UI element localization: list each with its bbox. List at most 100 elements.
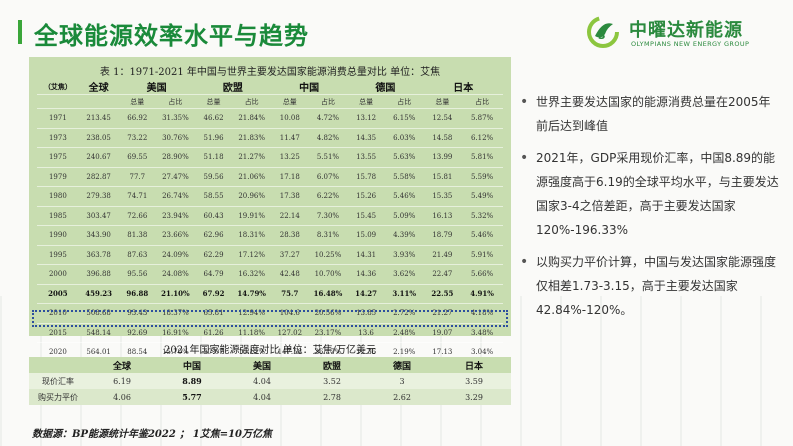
value-cell: 13.85 — [347, 303, 385, 324]
value-cell: 14.36 — [347, 264, 385, 285]
unit-header: （艾焦） — [37, 79, 79, 95]
value-cell: 4.72% — [308, 108, 348, 129]
value-cell: 24.09% — [156, 245, 195, 265]
value-cell: 65.81 — [194, 303, 233, 324]
value-cell: 6.22% — [308, 186, 348, 207]
sub-header: 占比 — [384, 94, 424, 109]
value-cell: 21.84% — [232, 108, 272, 129]
value-cell: 12.54 — [423, 108, 462, 129]
value-cell: 16.32% — [232, 264, 272, 285]
value-cell: 4.91% — [461, 284, 503, 304]
value-cell: 92.69 — [118, 323, 157, 343]
title-accent-bar — [18, 20, 22, 44]
value-cell: 19.07 — [423, 323, 462, 343]
energy-intensity-table: 全球 中国 美国 欧盟 德国 日本 现价汇率 6.19 8.89 4.04 3.52 3 3.59 购买… — [29, 357, 511, 405]
value-cell: 87.63 — [118, 245, 157, 265]
value-cell: 303.47 — [78, 206, 119, 226]
value-cell: 13.6 — [347, 323, 385, 343]
value-cell: 60.43 — [194, 206, 233, 226]
value-cell: 4.06 — [87, 389, 157, 405]
value-cell: 28.90% — [156, 147, 195, 168]
table-row: 1985 303.47 72.66 23.94% 60.43 19.91% 22.14 7.3… — [37, 206, 503, 226]
value-cell: 15.78 — [347, 167, 385, 187]
sub-header: 总量 — [423, 94, 462, 109]
group-header: 美国 — [118, 79, 195, 95]
value-cell: 6.12% — [461, 128, 503, 148]
table2-caption: 2021年国家能源强度对比 单位：艾焦/万亿美元 — [164, 345, 376, 356]
value-cell: 2.78 — [297, 389, 367, 405]
value-cell: 363.78 — [78, 245, 119, 265]
value-cell: 5.66% — [461, 264, 503, 285]
value-cell: 74.71 — [118, 186, 157, 207]
value-cell: 14.31 — [347, 245, 385, 265]
company-logo: 3 中曜达新能源 OLYMPIANS NEW ENERGY GROUP — [585, 12, 775, 56]
value-cell: 16.48% — [308, 284, 348, 304]
value-cell: 73.22 — [118, 128, 157, 148]
value-cell: 58.55 — [194, 186, 233, 207]
value-cell: 20.96% — [232, 186, 272, 207]
column-header: 德国 — [367, 357, 437, 373]
table-row: 2020 564.01 88.54 15.70% 57.07 10.12% 147.58 26… — [37, 342, 503, 363]
column-header: 全球 — [87, 357, 157, 373]
value-cell: 3.59 — [437, 373, 511, 389]
value-cell: 72.66 — [118, 206, 157, 226]
value-cell: 4.18% — [461, 303, 503, 324]
year-cell: 2010 — [37, 303, 79, 324]
logo-icon: 3 — [587, 16, 619, 48]
row-label: 购买力平价 — [29, 389, 87, 405]
sub-header: 总量 — [118, 94, 157, 109]
value-cell: 5.58% — [384, 167, 424, 187]
value-cell: 37.27 — [271, 245, 309, 265]
value-cell: 4.39% — [384, 225, 424, 246]
value-cell: 17.38 — [271, 186, 309, 207]
value-cell: 5.46% — [461, 225, 503, 246]
value-cell: 238.05 — [78, 128, 119, 148]
value-cell: 459.23 — [78, 284, 119, 304]
table-row: 1990 343.90 81.38 23.66% 62.96 18.31% 28.38 8.3… — [37, 225, 503, 246]
value-cell: 3.29 — [437, 389, 511, 405]
table1-caption: 表 1：1971-2021 年中国与世界主要发达国家能源消费总量对比 单位：艾焦 — [99, 67, 441, 78]
logo-text-en: OLYMPIANS NEW ENERGY GROUP — [631, 40, 750, 48]
column-header: 中国 — [157, 357, 227, 373]
value-cell: 26.74% — [156, 186, 195, 207]
column-header: 欧盟 — [297, 357, 367, 373]
value-cell: 5.59% — [461, 167, 503, 187]
value-cell: 6.19 — [87, 373, 157, 389]
value-cell: 6.15% — [384, 108, 424, 129]
value-cell: 5.63% — [384, 147, 424, 168]
value-cell: 17.12% — [232, 245, 272, 265]
value-cell: 13.12 — [347, 108, 385, 129]
value-cell: 3.52 — [297, 373, 367, 389]
value-cell: 5.91% — [461, 245, 503, 265]
logo-text-cn: 中曜达新能源 — [629, 20, 743, 41]
year-cell: 1985 — [37, 206, 79, 226]
value-cell: 67.92 — [194, 284, 233, 304]
value-cell: 95.56 — [118, 264, 157, 285]
value-cell: 3.48% — [461, 323, 503, 343]
value-cell: 93.43 — [118, 303, 157, 324]
value-cell: 21.49 — [423, 245, 462, 265]
value-cell: 548.14 — [78, 323, 119, 343]
year-cell: 2000 — [37, 264, 79, 285]
value-cell: 69.55 — [118, 147, 157, 168]
table-row: 2010 508.68 93.43 18.37% 65.81 12.94% 104.6 20.… — [37, 303, 503, 324]
value-cell: 15.26 — [347, 186, 385, 207]
group-header: 日本 — [423, 79, 503, 95]
value-cell: 59.56 — [194, 167, 233, 187]
value-cell: 7.30% — [308, 206, 348, 226]
value-cell: 2.48% — [384, 323, 424, 343]
group-header: 全球 — [78, 79, 119, 95]
value-cell: 11.47 — [271, 128, 309, 148]
year-cell: 1979 — [37, 167, 79, 187]
value-cell: 15.35 — [423, 186, 462, 207]
value-cell: 343.90 — [78, 225, 119, 246]
value-cell: 3.62% — [384, 264, 424, 285]
value-cell: 61.26 — [194, 323, 233, 343]
value-cell: 5.87% — [461, 108, 503, 129]
value-cell: 31.35% — [156, 108, 195, 129]
year-subheader — [37, 94, 79, 109]
value-cell: 10.70% — [308, 264, 348, 285]
value-cell: 22.14 — [271, 206, 309, 226]
table-row: 2015 548.14 92.69 16.91% 61.26 11.18% 127.02 23… — [37, 323, 503, 343]
value-cell: 77.7 — [118, 167, 157, 187]
